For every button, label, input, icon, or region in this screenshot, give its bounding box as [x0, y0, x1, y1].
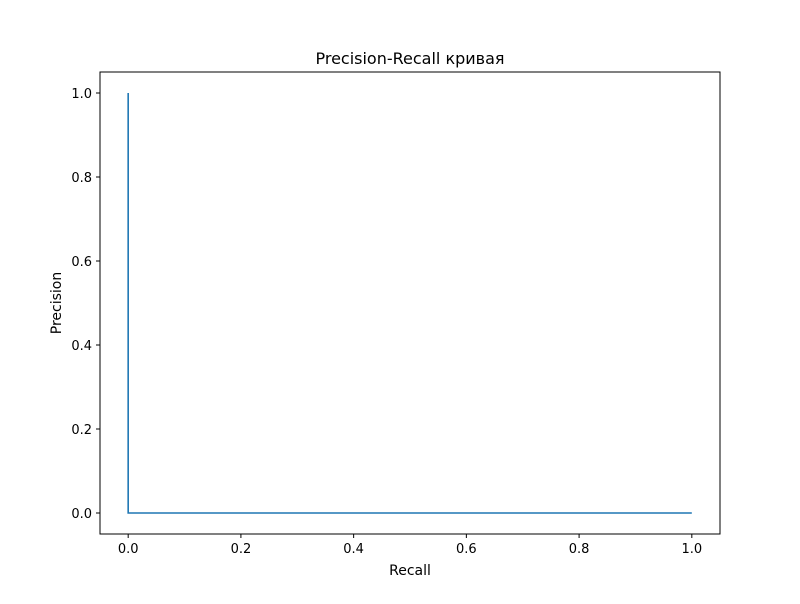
- x-tick-label: 0.4: [343, 542, 364, 557]
- y-tick-label: 0.6: [71, 255, 92, 270]
- axes-frame: [99, 71, 721, 535]
- y-tick-label: 1.0: [71, 87, 92, 102]
- y-tick-label: 0.8: [71, 171, 92, 186]
- x-tick-label: 0.0: [118, 542, 139, 557]
- x-tick-label: 1.0: [681, 542, 702, 557]
- x-tick-label: 0.8: [569, 542, 590, 557]
- x-tick-label: 0.2: [231, 542, 252, 557]
- x-axis-label: Recall: [389, 563, 431, 579]
- pr-curve-line: [127, 93, 692, 514]
- plot-area: 0.0 0.2 0.4 0.6 0.8 1.0 0.0 0.2 0.4 0.6 0.8 1.0: [71, 71, 721, 557]
- chart-title: Precision-Recall кривая: [315, 49, 504, 68]
- y-tick-label: 0.0: [71, 507, 92, 522]
- y-axis-label: Precision: [49, 272, 65, 334]
- y-tick-label: 0.2: [71, 423, 92, 438]
- x-tick-label: 0.6: [456, 542, 477, 557]
- y-tick-label: 0.4: [71, 339, 92, 354]
